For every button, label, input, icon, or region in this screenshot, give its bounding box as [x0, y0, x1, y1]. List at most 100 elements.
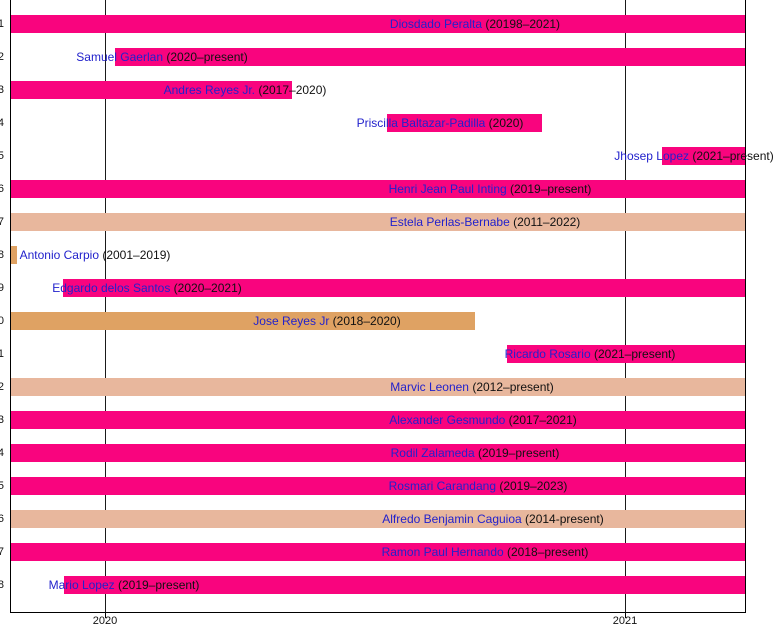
x-tick-label-2020: 2020	[92, 615, 118, 627]
x-tick-label-2021: 2021	[612, 615, 638, 627]
y-tick-label: 9	[0, 282, 4, 294]
tenure-label: Estela Perlas-Bernabe (2011–2022)	[390, 213, 581, 231]
tenure-period: (2019–present)	[506, 182, 592, 196]
tenure-label: Priscilla Baltazar-Padilla (2020)	[357, 114, 524, 132]
y-tick-label: 5	[0, 150, 4, 162]
justice-name: Jhosep Lopez	[614, 149, 689, 163]
tenure-bar	[10, 477, 745, 495]
x-tick-2020	[105, 612, 106, 618]
y-tick-label: 16	[0, 513, 4, 525]
justice-name: Ricardo Rosario	[504, 347, 591, 361]
justice-name: Edgardo delos Santos	[52, 281, 171, 295]
justice-name: Diosdado Peralta	[389, 17, 482, 31]
y-tick-label: 12	[0, 381, 4, 393]
tenure-label: Jose Reyes Jr (2018–2020)	[253, 312, 400, 330]
y-axis-spine-left	[10, 0, 11, 612]
y-tick-label: 10	[0, 315, 4, 327]
tenure-label: Alfredo Benjamin Caguioa (2014-present)	[382, 510, 603, 528]
tenure-bar	[662, 147, 745, 165]
justice-name: Samuel Gaerlan	[76, 50, 163, 64]
justice-name: Priscilla Baltazar-Padilla	[356, 116, 486, 130]
tenure-label: Antonio Carpio (2001–2019)	[20, 246, 171, 264]
tenure-bar	[10, 81, 292, 99]
tenure-label: Jhosep Lopez (2021–present)	[614, 147, 773, 165]
tenure-bar	[10, 543, 745, 561]
tenure-label: Marvic Leonen (2012–present)	[390, 378, 553, 396]
tenure-period: (2020–present)	[162, 50, 248, 64]
tenure-period: (20198–2021)	[481, 17, 561, 31]
tenure-label: Rodil Zalameda (2019–present)	[391, 444, 560, 462]
tenure-label: Ramon Paul Hernando (2018–present)	[382, 543, 589, 561]
tenure-period: (2020–2021)	[170, 281, 242, 295]
tenure-label: Alexander Gesmundo (2017–2021)	[389, 411, 576, 429]
tenure-bar	[387, 114, 542, 132]
tenure-period: (2021–present)	[590, 347, 676, 361]
y-axis-spine-right	[745, 0, 746, 612]
tenure-label: Mario Lopez (2019–present)	[49, 576, 200, 594]
tenure-bar	[10, 411, 745, 429]
y-tick-label: 4	[0, 117, 4, 129]
justice-name: Antonio Carpio	[19, 248, 99, 262]
justice-name: Alexander Gesmundo	[389, 413, 506, 427]
x-tick-2021	[625, 612, 626, 618]
tenure-period: (2017–2021)	[505, 413, 577, 427]
y-tick-label: 15	[0, 480, 4, 492]
justice-name: Mario Lopez	[48, 578, 115, 592]
tenure-bar	[10, 312, 475, 330]
y-tick-label: 3	[0, 84, 4, 96]
tenure-label: Edgardo delos Santos (2020–2021)	[52, 279, 241, 297]
tenure-period: (2011–2022)	[509, 215, 581, 229]
tenure-period: (2019–present)	[114, 578, 200, 592]
x-axis-line	[10, 612, 746, 613]
y-tick-label: 14	[0, 447, 4, 459]
tenure-label: Andres Reyes Jr. (2017–2020)	[164, 81, 327, 99]
tenure-label: Henri Jean Paul Inting (2019–present)	[389, 180, 592, 198]
gridline-2021	[625, 0, 626, 612]
y-tick-label: 1	[0, 18, 4, 30]
y-tick-label: 7	[0, 216, 4, 228]
justice-name: Andres Reyes Jr.	[163, 83, 255, 97]
tenure-period: (2018–present)	[503, 545, 589, 559]
tenure-bar	[10, 15, 745, 33]
tenure-period: (2020)	[485, 116, 524, 130]
tenure-period: (2017–2020)	[254, 83, 327, 97]
y-tick-label: 11	[0, 348, 4, 360]
justice-name: Henri Jean Paul Inting	[388, 182, 507, 196]
gridline-2020	[105, 0, 106, 612]
tenure-label: Ricardo Rosario (2021–present)	[505, 345, 676, 363]
justice-name: Jose Reyes Jr	[253, 314, 330, 328]
y-tick-label: 17	[0, 546, 4, 558]
justice-name: Marvic Leonen	[390, 380, 469, 394]
justice-name: Ramon Paul Hernando	[381, 545, 504, 559]
tenure-bar	[10, 180, 745, 198]
y-tick-label: 6	[0, 183, 4, 195]
y-tick-label: 2	[0, 51, 4, 63]
tenure-period: (2014-present)	[521, 512, 604, 526]
tenure-label: Rosmari Carandang (2019–2023)	[389, 477, 568, 495]
y-tick-label: 8	[0, 249, 4, 261]
tenure-period: (2019–2023)	[496, 479, 568, 493]
tenure-bar	[10, 444, 745, 462]
y-tick-label: 13	[0, 414, 4, 426]
tenure-period: (2019–present)	[474, 446, 560, 460]
justice-name: Rosmari Carandang	[388, 479, 496, 493]
y-tick-label: 18	[0, 579, 4, 591]
justice-name: Alfredo Benjamin Caguioa	[382, 512, 522, 526]
tenure-bar	[507, 345, 745, 363]
tenure-period: (2018–2020)	[329, 314, 401, 328]
tenure-period: (2001–2019)	[99, 248, 171, 262]
tenure-label: Samuel Gaerlan (2020–present)	[76, 48, 247, 66]
tenure-bar	[10, 510, 745, 528]
tenure-period: (2021–present)	[689, 149, 774, 163]
tenure-bar	[10, 246, 17, 264]
tenure-bar	[115, 48, 745, 66]
tenure-bar	[64, 576, 745, 594]
tenure-bar	[63, 279, 745, 297]
tenure-bar	[10, 378, 745, 396]
justice-name: Estela Perlas-Bernabe	[389, 215, 510, 229]
justice-name: Rodil Zalameda	[390, 446, 475, 460]
tenure-period: (2012–present)	[468, 380, 554, 394]
tenure-label: Diosdado Peralta (20198–2021)	[390, 15, 560, 33]
tenure-bar	[10, 213, 745, 231]
